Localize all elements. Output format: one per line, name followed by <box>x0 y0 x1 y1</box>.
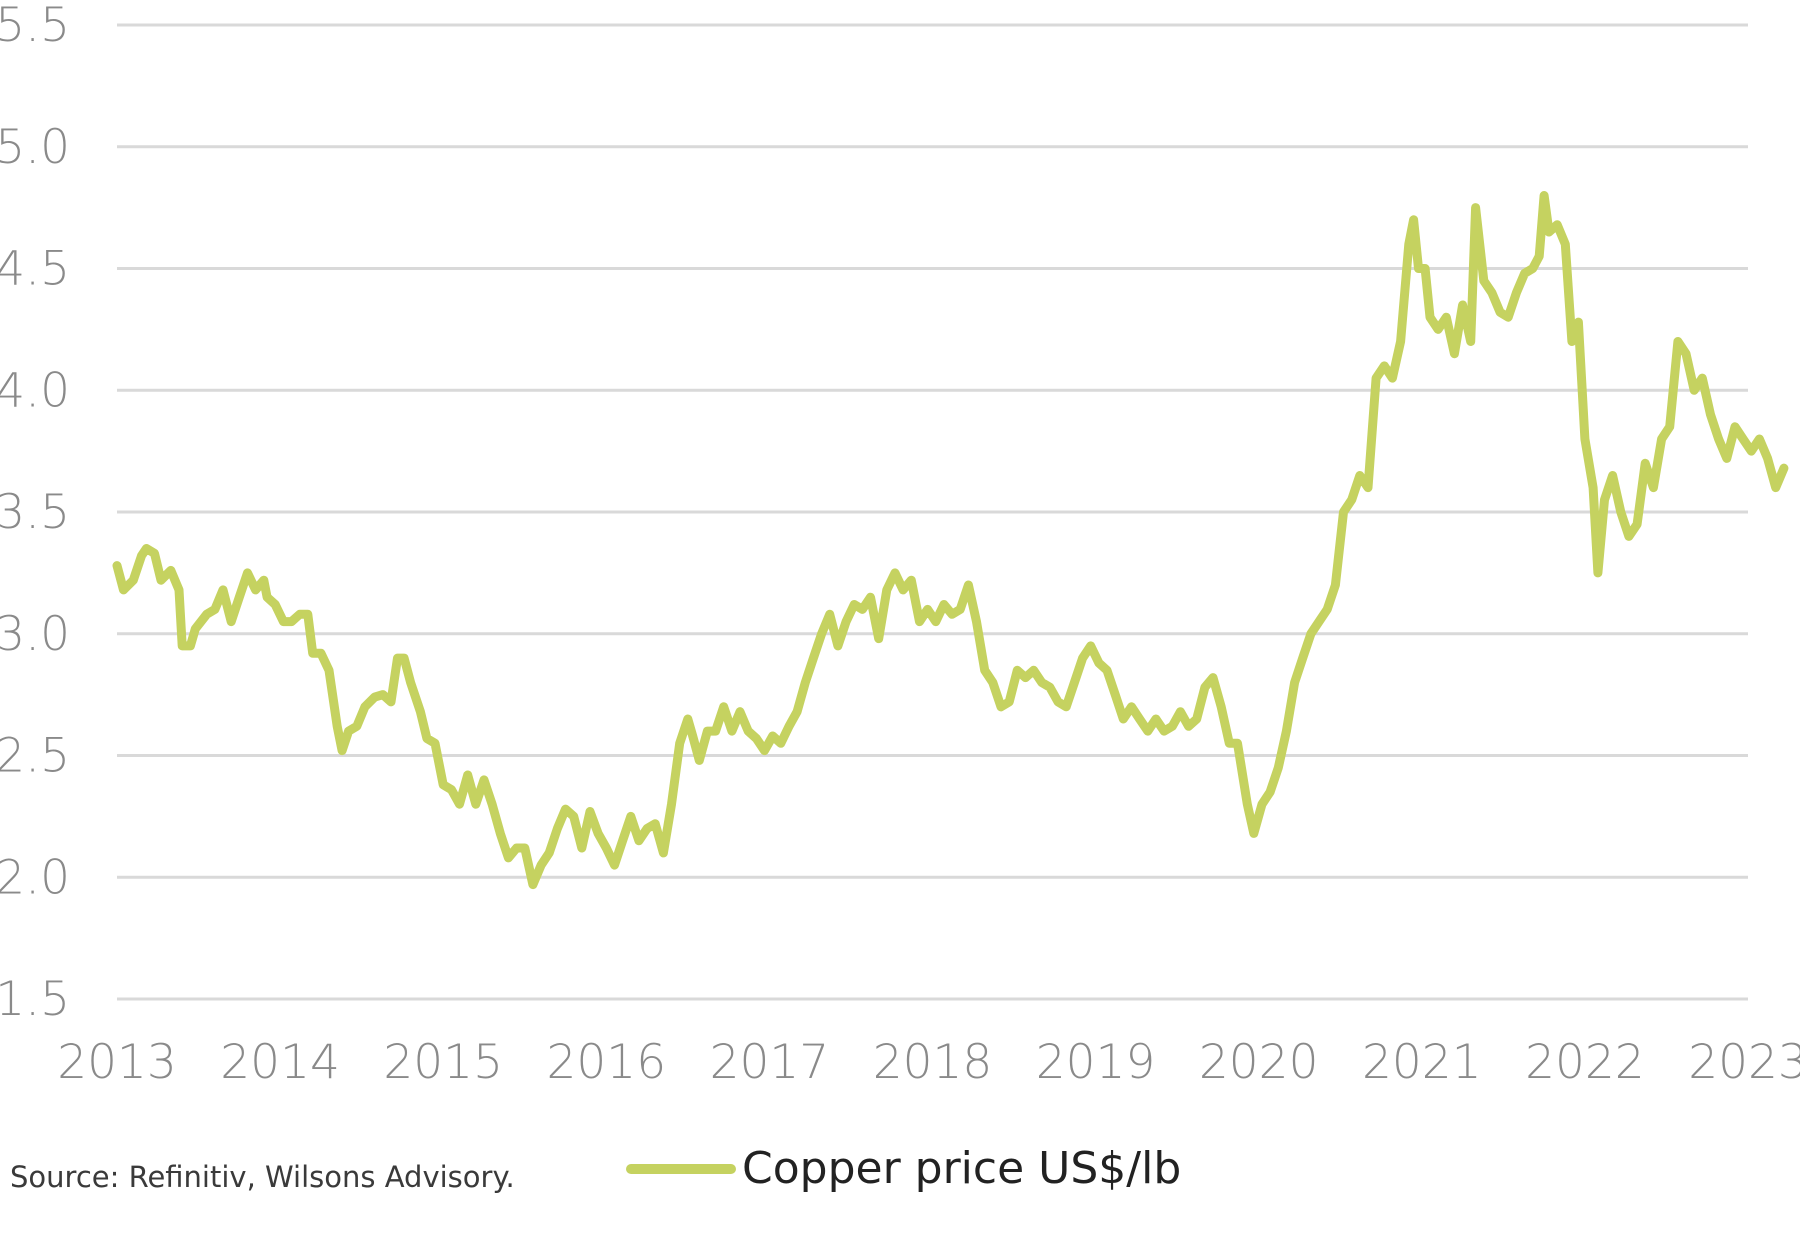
x-tick-label: 2015 <box>383 1035 503 1090</box>
y-tick-label: 3.0 <box>0 607 70 662</box>
y-tick-label: 1.5 <box>0 972 70 1027</box>
x-axis: 2013 2014 2015 2016 2017 2018 2019 2020 2021 2022… <box>57 1035 1800 1090</box>
y-tick-label: 4.5 <box>0 242 70 297</box>
y-tick-label: 5.5 <box>0 0 70 53</box>
y-tick-label: 2.5 <box>0 729 70 784</box>
legend: Copper price US$/lb <box>626 1143 1181 1194</box>
source-note: Source: Refinitiv, Wilsons Advisory. <box>10 1160 515 1194</box>
y-tick-label: 2.0 <box>0 850 70 905</box>
y-tick-label: 5.0 <box>0 120 70 175</box>
x-tick-label: 2013 <box>57 1035 177 1090</box>
y-tick-label: 3.5 <box>0 485 70 540</box>
series-line-copper-price <box>112 191 1789 890</box>
x-tick-label: 2023 <box>1688 1035 1800 1090</box>
plot-area <box>112 191 1789 890</box>
x-tick-label: 2018 <box>873 1035 993 1090</box>
x-tick-label: 2016 <box>546 1035 666 1090</box>
y-axis: 1.5 2.0 2.5 3.0 3.5 4.0 4.5 5.0 5.5 <box>0 0 70 1027</box>
gridlines <box>117 23 1748 1001</box>
x-tick-label: 2017 <box>710 1035 830 1090</box>
x-tick-label: 2014 <box>220 1035 340 1090</box>
x-tick-label: 2021 <box>1362 1035 1482 1090</box>
legend-swatch <box>626 1163 736 1174</box>
legend-label: Copper price US$/lb <box>742 1143 1182 1194</box>
x-tick-label: 2019 <box>1036 1035 1156 1090</box>
y-tick-label: 4.0 <box>0 363 70 418</box>
x-tick-label: 2020 <box>1199 1035 1319 1090</box>
x-tick-label: 2022 <box>1525 1035 1645 1090</box>
